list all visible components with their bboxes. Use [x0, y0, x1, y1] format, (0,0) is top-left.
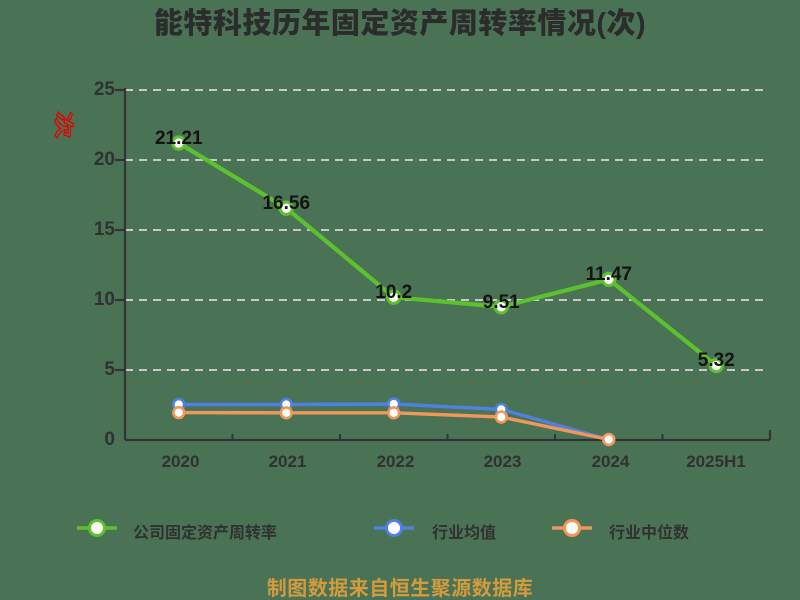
- svg-text:次: 次: [53, 111, 74, 138]
